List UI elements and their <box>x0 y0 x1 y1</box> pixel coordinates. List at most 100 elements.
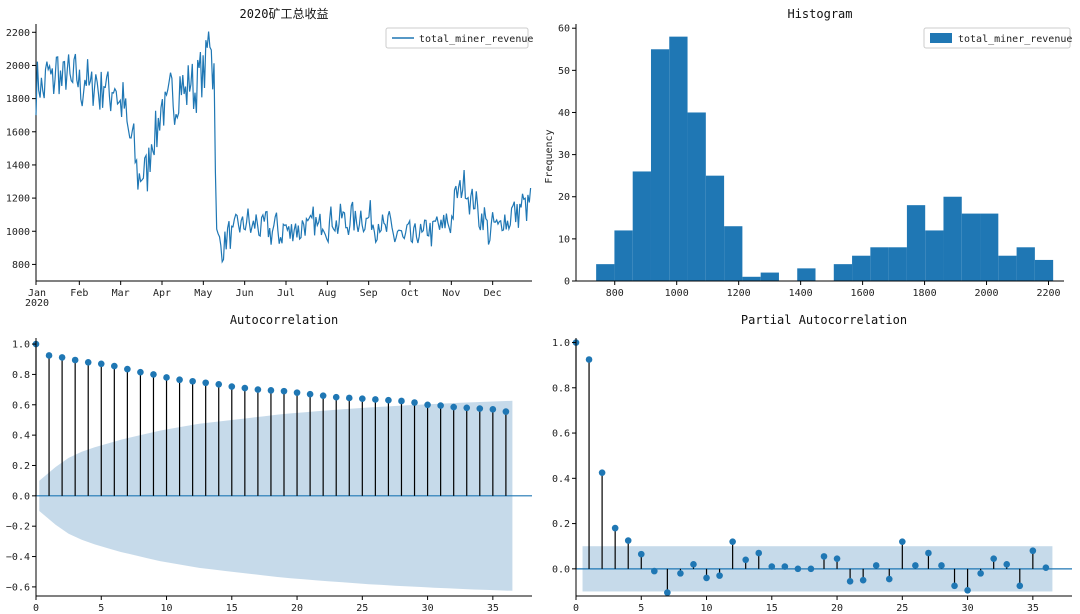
x-tick-label: Mar <box>112 288 130 299</box>
histogram-bar <box>650 49 670 282</box>
stem-marker <box>45 352 53 359</box>
stem-marker <box>502 408 510 415</box>
legend-label: total_miner_revenue <box>419 34 533 45</box>
stem-marker <box>768 563 776 570</box>
histogram-bar <box>833 264 853 281</box>
histogram-bar <box>906 205 926 281</box>
y-tick-label: 800 <box>12 260 30 271</box>
x-tick-label: 1000 <box>665 288 689 299</box>
x-tick-label: 30 <box>422 603 434 614</box>
x-tick-label: Dec <box>484 288 502 299</box>
x-tick-label: 2000 <box>974 288 998 299</box>
x-tick-label: 35 <box>1027 603 1039 614</box>
histogram-bar <box>852 255 871 281</box>
x-tick-label: 1200 <box>727 288 751 299</box>
y-tick-label: 1800 <box>6 94 30 105</box>
x-tick-label: 15 <box>766 603 778 614</box>
stem-marker <box>137 368 144 376</box>
stem-marker <box>624 537 632 544</box>
x-tick-label: 5 <box>98 603 104 614</box>
stem-marker <box>306 390 314 398</box>
stem-marker <box>807 565 815 573</box>
histogram-bar <box>943 196 962 281</box>
histogram-bar <box>596 264 615 281</box>
y-tick-label: 0.6 <box>552 429 570 440</box>
stem-marker <box>319 392 327 399</box>
histogram-bar <box>669 36 688 281</box>
x-tick-label: Jul <box>277 288 295 299</box>
chart-title: Histogram <box>787 7 852 21</box>
histogram-bar <box>705 175 725 281</box>
histogram-bar <box>724 226 743 281</box>
revenue-line <box>35 31 532 264</box>
x-tick-label: 1600 <box>851 288 875 299</box>
stem-marker <box>951 582 958 590</box>
x-tick-label: 1800 <box>913 288 937 299</box>
stem-marker <box>677 570 684 577</box>
y-tick-label: 0.0 <box>12 491 30 502</box>
histogram-bar <box>632 171 651 281</box>
y-tick-label: 1200 <box>6 194 30 205</box>
y-tick-label: 2000 <box>6 61 30 72</box>
y-tick-label: −0.2 <box>6 522 30 533</box>
stem-marker <box>912 562 919 569</box>
x-tick-label: 0 <box>573 603 579 614</box>
x-tick-label: 15 <box>226 603 238 614</box>
stem-marker <box>637 550 645 558</box>
y-tick-label: 1.0 <box>552 338 570 349</box>
y-tick-label: 20 <box>558 192 570 203</box>
y-tick-label: −0.6 <box>6 582 30 593</box>
stem-marker <box>84 358 92 366</box>
x-tick-label: 25 <box>896 603 908 614</box>
pacf-panel: Partial Autocorrelation 0.0 0.2 0.4 0.6 0.8 1.… <box>552 313 1072 614</box>
stem-marker <box>925 549 932 557</box>
y-tick-label: 0.0 <box>552 564 570 575</box>
x-tick-label: 800 <box>606 288 624 299</box>
histogram-bar <box>925 230 944 281</box>
stem-marker <box>280 387 288 395</box>
stem-marker <box>846 577 854 585</box>
stem-marker <box>859 576 867 584</box>
stem-marker <box>424 401 431 409</box>
histogram-bar <box>687 112 706 282</box>
stem-marker <box>598 469 606 476</box>
histogram-bar <box>980 213 999 281</box>
stem-marker <box>463 404 471 412</box>
x-tick-label: 35 <box>487 603 499 614</box>
x-tick-label: 0 <box>33 603 39 614</box>
stem-marker <box>293 389 301 396</box>
stem-marker <box>241 384 249 392</box>
histogram-bar <box>760 272 779 281</box>
legend-label: total_miner_revenue <box>958 34 1072 45</box>
stem-marker <box>899 538 906 545</box>
x-tick-label: Feb <box>70 288 88 299</box>
legend-box <box>923 27 1071 49</box>
stem-marker <box>716 572 723 579</box>
stem-marker <box>372 396 379 403</box>
stem-marker <box>833 555 841 562</box>
stem-marker <box>1003 561 1011 568</box>
x-tick-label: 5 <box>638 603 644 614</box>
y-tick-label: 1400 <box>6 160 30 171</box>
stem-marker <box>450 403 457 411</box>
stem-marker <box>489 406 497 413</box>
x-tick-label: Oct <box>401 288 419 299</box>
stem-marker <box>332 393 340 401</box>
y-tick-label: 0.2 <box>12 461 30 472</box>
stem-marker <box>189 377 196 385</box>
y-axis-label: Frequency <box>544 129 555 183</box>
y-tick-label: 40 <box>558 108 570 119</box>
stem-marker <box>820 553 828 560</box>
y-tick-label: 1600 <box>6 127 30 138</box>
stem-marker <box>755 549 763 557</box>
stem-marker <box>163 374 170 381</box>
stem-marker <box>150 371 157 378</box>
stem-marker <box>97 360 105 368</box>
x-tick-label: Sep <box>360 288 378 299</box>
histogram-bar <box>797 268 816 281</box>
stem-marker <box>794 565 802 573</box>
y-tick-label: 50 <box>558 66 570 77</box>
x-tick-label: Jan <box>28 288 46 299</box>
stem-marker <box>1042 564 1050 572</box>
histogram-bar <box>614 230 633 281</box>
